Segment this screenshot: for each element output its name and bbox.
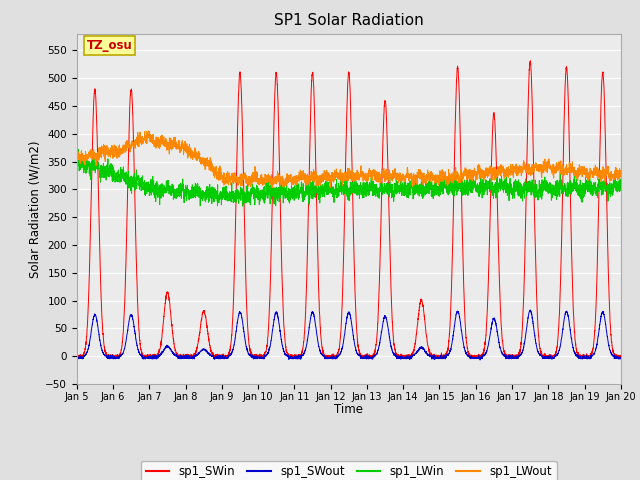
Title: SP1 Solar Radiation: SP1 Solar Radiation [274, 13, 424, 28]
sp1_LWin [73, 159, 81, 165]
sp1_SWin [73, 353, 81, 359]
sp1_LWout [441, 173, 449, 179]
sp1_SWout [617, 355, 625, 361]
sp1_SWin [441, 354, 449, 360]
sp1_SWin [502, 352, 509, 358]
Line: sp1_SWout: sp1_SWout [77, 310, 621, 360]
sp1_SWin [616, 352, 624, 358]
sp1_LWout [471, 170, 479, 176]
Line: sp1_LWin: sp1_LWin [77, 149, 621, 206]
sp1_LWin [74, 146, 82, 152]
sp1_LWout [329, 170, 337, 176]
sp1_LWout [502, 173, 509, 179]
sp1_SWout [616, 355, 624, 361]
sp1_LWout [268, 185, 276, 191]
sp1_SWout [73, 354, 81, 360]
sp1_LWout [145, 128, 152, 134]
sp1_LWin [502, 182, 509, 188]
sp1_SWout [440, 355, 448, 361]
sp1_SWout [476, 357, 484, 363]
sp1_LWout [171, 139, 179, 145]
sp1_SWin [171, 345, 179, 351]
sp1_LWin [617, 188, 625, 194]
sp1_LWin [171, 187, 179, 193]
Line: sp1_SWin: sp1_SWin [77, 61, 621, 359]
sp1_SWout [328, 355, 336, 360]
X-axis label: Time: Time [334, 403, 364, 416]
sp1_LWin [441, 181, 449, 187]
sp1_LWout [617, 171, 625, 177]
sp1_SWin [617, 354, 625, 360]
sp1_SWout [502, 352, 509, 358]
sp1_LWin [329, 185, 337, 191]
sp1_SWout [471, 355, 479, 361]
sp1_SWin [471, 353, 479, 359]
Text: TZ_osu: TZ_osu [86, 39, 132, 52]
sp1_LWin [471, 183, 479, 189]
sp1_LWin [616, 185, 624, 191]
Y-axis label: Solar Radiation (W/m2): Solar Radiation (W/m2) [28, 140, 41, 277]
Legend: sp1_SWin, sp1_SWout, sp1_LWin, sp1_LWout: sp1_SWin, sp1_SWout, sp1_LWin, sp1_LWout [141, 461, 557, 480]
sp1_LWin [239, 204, 246, 209]
sp1_SWout [171, 351, 179, 357]
sp1_SWout [526, 307, 534, 313]
sp1_SWin [329, 353, 337, 359]
sp1_LWout [73, 158, 81, 164]
sp1_SWin [106, 356, 114, 362]
sp1_SWin [527, 58, 534, 64]
sp1_LWout [616, 169, 624, 175]
Line: sp1_LWout: sp1_LWout [77, 131, 621, 188]
